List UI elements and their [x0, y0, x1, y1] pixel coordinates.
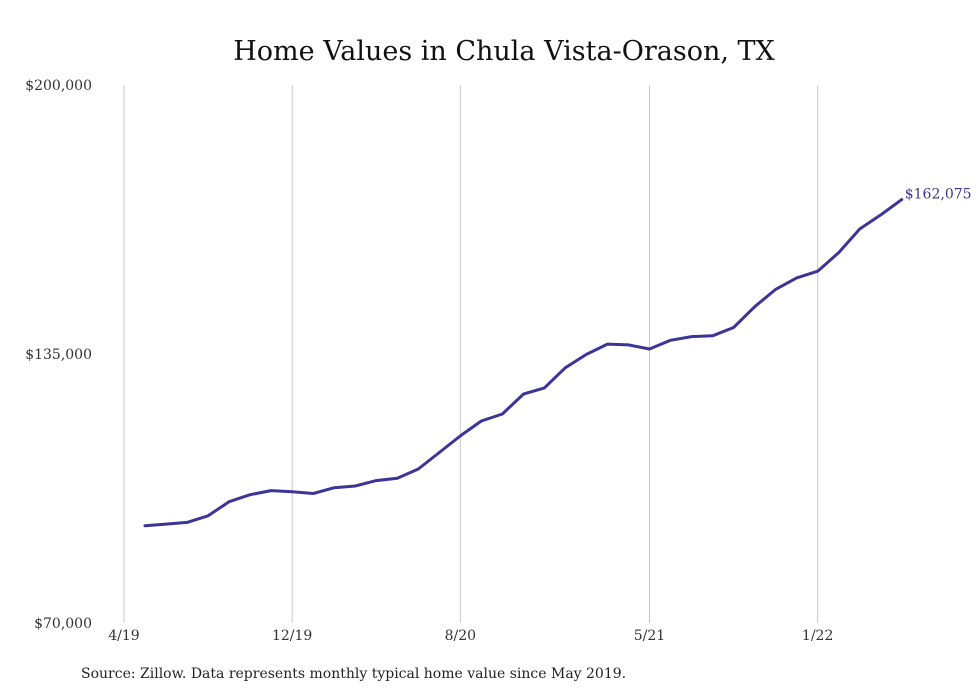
- data-point: [375, 479, 378, 482]
- data-point: [795, 276, 798, 280]
- data-point: [333, 486, 336, 489]
- data-point: [354, 484, 357, 488]
- data-point: [501, 412, 504, 416]
- data-point: [438, 451, 441, 454]
- data-point: [206, 514, 210, 518]
- x-tick-label: 8/20: [445, 628, 476, 644]
- x-tick-label: 4/19: [108, 628, 139, 644]
- data-point: [290, 490, 294, 494]
- x-tick-label: 1/22: [802, 628, 833, 644]
- data-point: [900, 198, 903, 201]
- data-point: [732, 326, 735, 329]
- series-layer: $162,075: [143, 187, 972, 528]
- line-chart: Home Values in Chula Vista-Orason, TX $7…: [25, 36, 972, 644]
- data-point: [837, 251, 840, 254]
- gridlines: [123, 85, 819, 623]
- data-point: [564, 366, 567, 369]
- data-point: [164, 522, 168, 526]
- chart-title: Home Values in Chula Vista-Orason, TX: [233, 36, 775, 67]
- data-point: [543, 386, 546, 390]
- data-point: [690, 335, 693, 338]
- data-point: [585, 353, 588, 356]
- data-point: [648, 347, 651, 351]
- end-value-label: $162,075: [905, 187, 972, 203]
- data-point: [269, 489, 273, 492]
- data-point: [753, 305, 756, 309]
- data-point: [879, 213, 882, 217]
- data-point: [522, 392, 525, 396]
- data-point: [396, 476, 399, 480]
- data-point: [711, 334, 714, 337]
- x-tick-label: 5/21: [634, 628, 665, 644]
- y-tick-label: $200,000: [25, 78, 92, 94]
- data-point: [669, 339, 672, 342]
- data-point: [143, 524, 147, 527]
- y-axis-ticks: $70,000 $135,000 $200,000: [25, 78, 92, 632]
- data-point: [816, 270, 819, 273]
- data-point: [459, 434, 462, 438]
- data-point: [627, 343, 630, 347]
- data-point: [311, 492, 315, 495]
- x-axis-ticks: 4/19 12/19 8/20 5/21 1/22: [108, 628, 833, 644]
- data-point: [227, 500, 231, 503]
- y-tick-label: $70,000: [34, 616, 92, 632]
- data-point: [774, 288, 777, 291]
- data-point: [480, 419, 483, 423]
- data-point: [417, 467, 420, 471]
- data-point: [248, 493, 252, 496]
- series-line: [143, 198, 904, 528]
- data-point: [185, 521, 189, 524]
- data-point: [606, 342, 609, 346]
- source-note: Source: Zillow. Data represents monthly …: [81, 666, 627, 682]
- y-tick-label: $135,000: [25, 347, 92, 363]
- data-point: [858, 227, 861, 231]
- x-tick-label: 12/19: [272, 628, 312, 644]
